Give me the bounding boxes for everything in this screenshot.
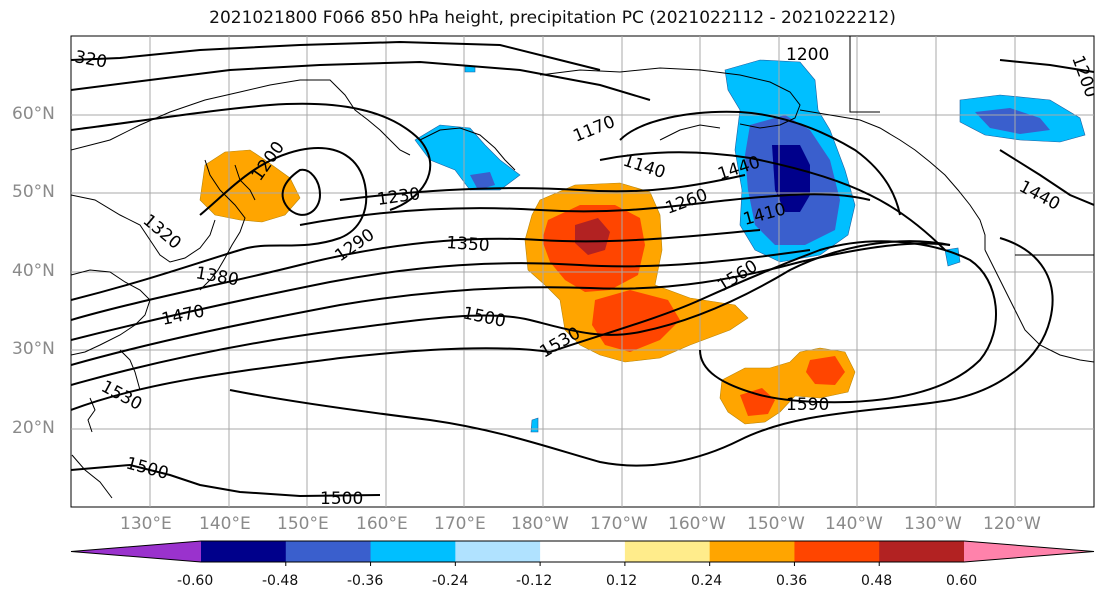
colorbar-extension-high xyxy=(964,541,1094,562)
colorbar-segment xyxy=(879,541,965,562)
colorbar-segment xyxy=(285,541,372,562)
colorbar-tick-label: 0.24 xyxy=(691,573,723,589)
lon-label: 160°W xyxy=(668,514,726,534)
contour-label: 1590 xyxy=(786,395,829,415)
lon-label: 130°W xyxy=(904,514,962,534)
colorbar-tick-label: 0.48 xyxy=(861,573,893,589)
colorbar-segment xyxy=(370,541,456,562)
lon-label: 140°E xyxy=(199,514,251,534)
colorbar-segment xyxy=(794,541,880,562)
colorbar-outline xyxy=(70,540,1095,563)
colorbar-tick-label: -0.60 xyxy=(177,573,214,589)
contour-label: 1350 xyxy=(446,233,491,256)
lat-label: 30°N xyxy=(12,339,55,359)
map-title: 2021021800 F066 850 hPa height, precipit… xyxy=(209,8,896,28)
colorbar-tick-label: 0.36 xyxy=(776,573,808,589)
lat-label: 20°N xyxy=(12,418,55,438)
colorbar xyxy=(70,540,1095,566)
graticule xyxy=(71,36,1094,507)
colorbar-extension-low xyxy=(71,541,201,562)
lon-label: 160°E xyxy=(356,514,408,534)
contour-label: 1200 xyxy=(786,45,829,65)
colorbar-tick-label: -0.24 xyxy=(432,573,469,589)
lon-label: 140°W xyxy=(825,514,883,534)
colorbar-segment xyxy=(624,541,711,562)
contour-label: 1500 xyxy=(320,489,363,509)
colorbar-tick-label: 0.12 xyxy=(606,573,638,589)
colorbar-tick-label: 0.60 xyxy=(946,573,978,589)
lat-label: 40°N xyxy=(12,261,55,281)
lon-label: 180°W xyxy=(511,514,569,534)
lon-label: 150°W xyxy=(747,514,805,534)
lon-label: 150°E xyxy=(277,514,329,534)
lat-label: 50°N xyxy=(12,182,55,202)
colorbar-tick-label: -0.48 xyxy=(262,573,299,589)
lon-label: 120°W xyxy=(983,514,1041,534)
colorbar-segment xyxy=(201,541,287,562)
lon-label: 170°E xyxy=(434,514,486,534)
lat-label: 60°N xyxy=(12,104,55,124)
lon-label: 170°W xyxy=(590,514,648,534)
colorbar-segment xyxy=(455,541,541,562)
colorbar-segment xyxy=(540,541,626,562)
colorbar-tick-label: -0.12 xyxy=(516,573,553,589)
lon-label: 130°E xyxy=(120,514,172,534)
colorbar-tick-label: -0.36 xyxy=(347,573,384,589)
height-contours xyxy=(71,40,1094,498)
colorbar-segment xyxy=(709,541,795,562)
